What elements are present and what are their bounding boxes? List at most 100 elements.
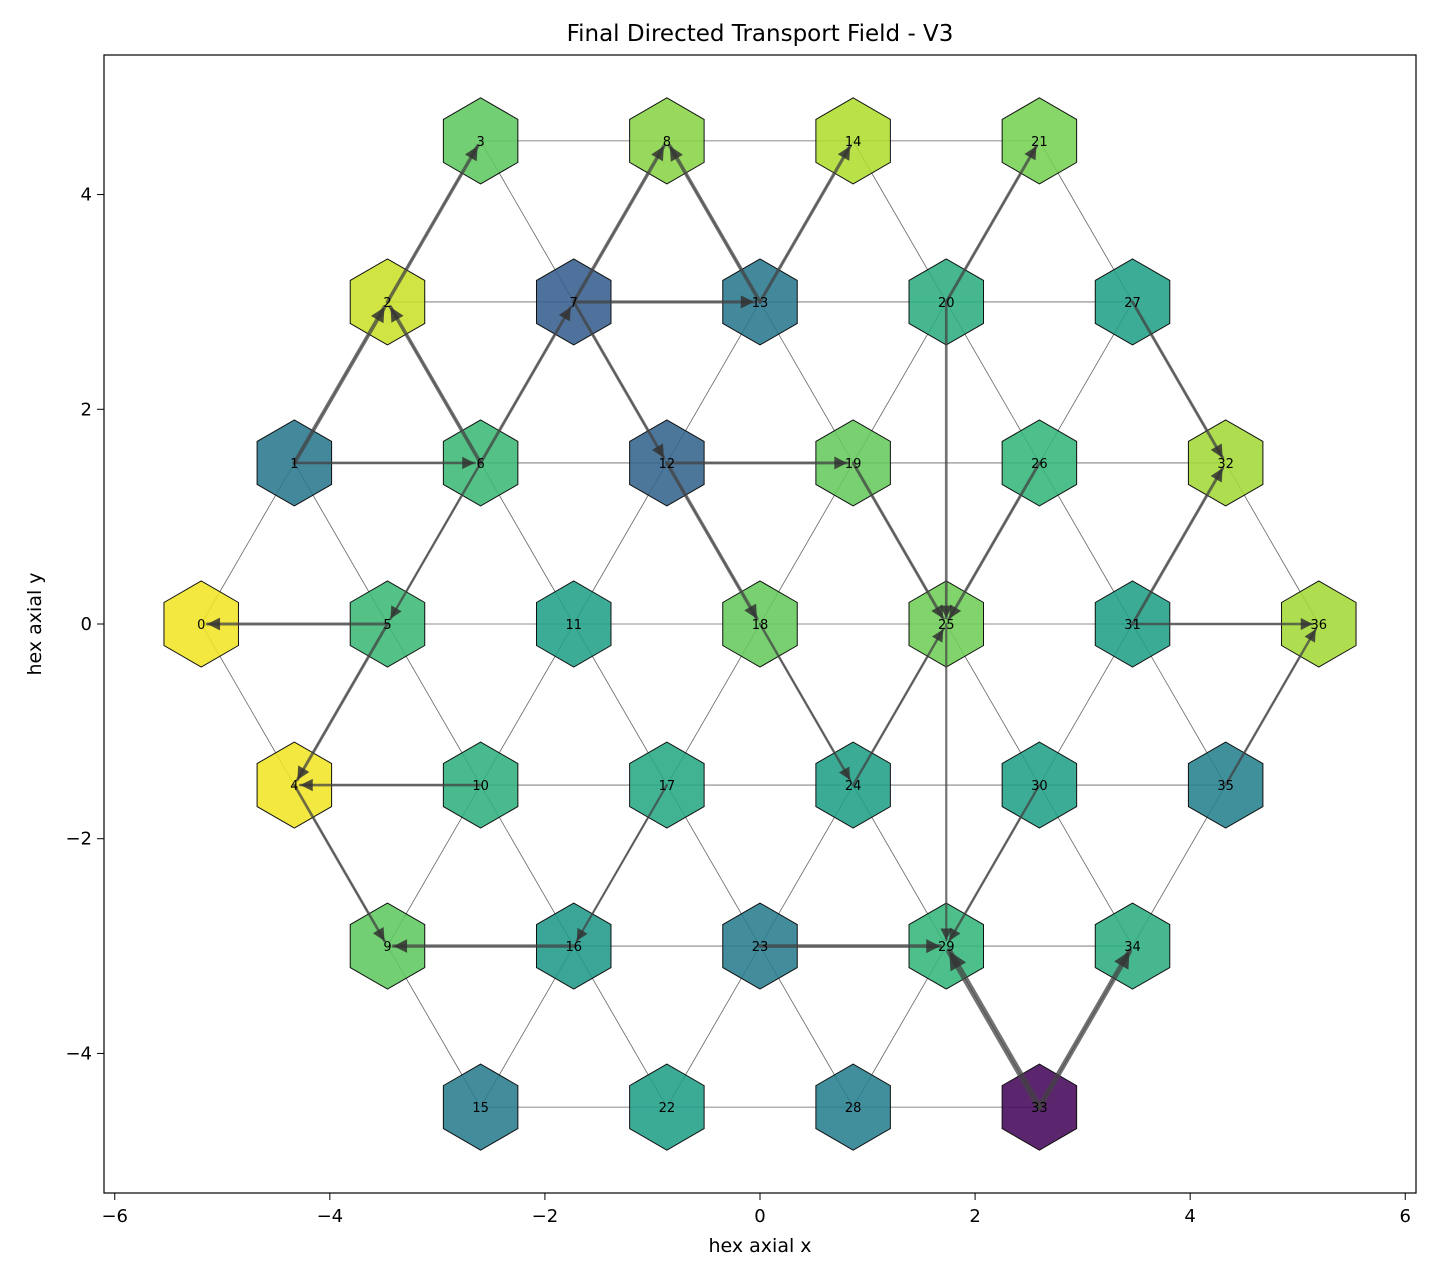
hex-node-3 (442, 97, 519, 185)
node-label-16: 16 (565, 940, 582, 955)
flow-shaft (1224, 627, 1318, 787)
y-axis-label: hex axial y (24, 572, 46, 675)
x-tick-label: 0 (754, 1206, 765, 1227)
node-label-32: 32 (1217, 457, 1234, 472)
flow-arrow-33-29 (946, 948, 1043, 1111)
flow-arrow-6-5 (389, 461, 482, 621)
flow-arrow-4-9 (292, 783, 386, 943)
flow-shaft (947, 461, 1041, 621)
flow-shaft (1131, 300, 1225, 460)
flow-arrow-33-34 (1036, 948, 1133, 1110)
node-label-27: 27 (1124, 296, 1141, 311)
hex-node-21 (1001, 97, 1078, 185)
node-label-12: 12 (659, 457, 676, 472)
flow-shaft (292, 305, 387, 465)
flow-arrow-18-24 (758, 622, 852, 782)
y-tick-label: −2 (65, 829, 92, 850)
flow-head (940, 928, 953, 941)
node-label-28: 28 (845, 1101, 862, 1116)
flow-head (740, 295, 754, 309)
flow-head (393, 939, 408, 953)
flow-shaft (944, 144, 1038, 304)
flow-shaft (665, 461, 759, 621)
node-label-25: 25 (938, 618, 955, 633)
flow-head (390, 605, 402, 619)
hex-node-28 (815, 1063, 891, 1151)
flow-shaft (948, 783, 1041, 943)
flow-head (926, 939, 941, 954)
node-label-2: 2 (383, 296, 391, 311)
flow-head (931, 604, 944, 619)
flow-arrow-13-14 (758, 144, 852, 304)
x-tick-label: −4 (317, 1206, 344, 1227)
y-tick-label: −4 (65, 1043, 92, 1064)
y-tick-label: 4 (81, 185, 92, 206)
node-label-7: 7 (570, 296, 578, 311)
flow-arrow-19-25 (851, 461, 945, 621)
hex-node-29 (908, 902, 985, 990)
flow-head (207, 617, 221, 631)
flow-shaft (1036, 948, 1133, 1110)
node-label-23: 23 (752, 940, 769, 955)
flows-layer (205, 144, 1318, 1111)
flow-head (371, 307, 385, 324)
flow-head (744, 603, 757, 619)
x-tick-label: 6 (1400, 1206, 1411, 1227)
flow-head (669, 146, 683, 162)
flow-shaft (572, 300, 666, 460)
node-label-22: 22 (659, 1101, 676, 1116)
flow-head (932, 629, 944, 643)
flow-arrow-17-16 (575, 783, 668, 942)
node-label-31: 31 (1124, 618, 1141, 633)
hex-node-14 (815, 97, 891, 185)
flow-arrow-1-2 (292, 305, 387, 465)
flow-head (300, 778, 313, 792)
x-tick-label: 4 (1184, 1206, 1195, 1227)
flow-arrow-31-36 (1131, 618, 1315, 630)
node-label-13: 13 (752, 296, 769, 311)
flow-shaft (389, 461, 482, 621)
flow-head (838, 766, 851, 780)
flow-arrow-16-9 (391, 939, 576, 953)
flow-head (576, 927, 588, 941)
node-labels-layer: 0123456789101112131415161718192021222324… (197, 135, 1327, 1116)
flow-shaft (1131, 466, 1225, 626)
flow-shaft (851, 627, 945, 787)
flow-shaft (572, 144, 666, 304)
flow-head (651, 146, 664, 162)
node-label-9: 9 (383, 940, 391, 955)
flow-shaft (575, 783, 668, 942)
node-label-21: 21 (1031, 135, 1048, 150)
node-label-1: 1 (290, 457, 298, 472)
node-label-4: 4 (290, 779, 298, 794)
hex-node-15 (442, 1063, 519, 1151)
node-label-36: 36 (1311, 618, 1328, 633)
flow-head (1114, 951, 1130, 970)
hex-node-0 (163, 580, 239, 668)
x-axis-ticks: −6 −4 −2 0 2 4 6 (101, 1193, 1411, 1227)
node-label-10: 10 (472, 779, 489, 794)
node-label-5: 5 (383, 618, 391, 633)
hex-node-11 (535, 580, 612, 668)
node-label-35: 35 (1217, 779, 1234, 794)
flow-arrow-24-25 (851, 627, 945, 787)
node-label-0: 0 (197, 618, 205, 633)
node-label-24: 24 (845, 779, 862, 794)
flow-head (1304, 629, 1316, 643)
flow-arrow-7-12 (572, 300, 666, 460)
flow-arrow-31-32 (1131, 466, 1225, 626)
flow-head (651, 443, 664, 458)
node-label-3: 3 (476, 135, 484, 150)
hex-node-32 (1187, 419, 1264, 507)
flow-head (297, 765, 310, 780)
flow-arrow-20-25 (940, 300, 953, 620)
flow-head (372, 927, 385, 941)
flow-head (1210, 468, 1223, 483)
node-label-29: 29 (938, 940, 955, 955)
flow-arrow-35-36 (1224, 627, 1318, 787)
flow-arrow-23-29 (758, 939, 943, 954)
flow-head (464, 146, 478, 162)
hex-node-22 (629, 1063, 705, 1151)
x-axis-label: hex axial x (708, 1235, 811, 1257)
